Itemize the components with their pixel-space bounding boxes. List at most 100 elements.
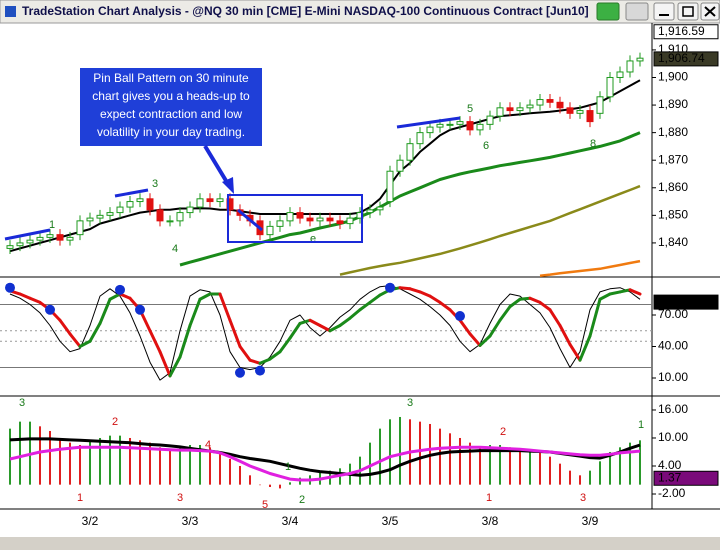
slow-line — [588, 297, 602, 338]
histogram-bar — [559, 463, 561, 485]
maximize-button[interactable] — [677, 2, 699, 21]
slow-line — [268, 350, 282, 361]
candle-body — [276, 220, 284, 227]
histogram-bar — [249, 475, 251, 485]
candle-body — [216, 198, 224, 203]
swing-marker: 2 — [299, 494, 305, 506]
price-label: 1,906.74 — [658, 51, 705, 65]
slow-line — [468, 332, 482, 347]
slow-line — [58, 318, 72, 336]
histogram-bar — [159, 447, 161, 485]
candle-body — [626, 60, 634, 73]
note-arrow — [203, 144, 230, 186]
swing-marker: 3 — [580, 492, 586, 504]
slow-line — [238, 345, 252, 362]
candle-body — [206, 198, 214, 203]
histogram-bar — [19, 421, 21, 485]
slow-line — [528, 296, 542, 304]
x-tick-label: 3/3 — [182, 514, 199, 528]
slow-line — [298, 318, 312, 325]
histogram-bar — [199, 444, 201, 485]
histogram-bar — [229, 458, 231, 485]
slow-line — [358, 300, 372, 312]
histogram-bar — [589, 470, 591, 485]
slow-line — [558, 324, 572, 346]
x-tick-label: 3/5 — [382, 514, 399, 528]
fast-line — [9, 285, 641, 381]
candle-body — [86, 217, 94, 222]
swing-marker: 3 — [19, 397, 25, 409]
slow-line — [548, 308, 562, 328]
histogram-bar — [569, 470, 571, 485]
slow-line — [188, 297, 202, 328]
price-label-box — [653, 294, 719, 310]
histogram-bar — [239, 465, 241, 485]
histogram-bar — [259, 484, 261, 486]
price-label-box — [653, 24, 719, 40]
candle-body — [516, 107, 524, 112]
slow-line — [568, 342, 582, 362]
candle-body — [336, 220, 344, 225]
plot-area: 1,8401,8501,8601,8701,8801,8901,9001,910… — [0, 24, 719, 528]
pattern-box — [227, 194, 363, 243]
note-arrow-head — [222, 177, 234, 194]
title-bar: TradeStation Chart Analysis - @NQ 30 min… — [0, 0, 720, 24]
candle-body — [326, 217, 334, 222]
histogram-bar — [539, 451, 541, 485]
histogram-bar — [639, 440, 641, 485]
slow-line — [328, 324, 342, 333]
histogram-bar — [139, 440, 141, 485]
minimize-button[interactable] — [653, 2, 675, 21]
candle-body — [476, 123, 484, 131]
wave-marker: 1 — [49, 219, 55, 231]
slow-line — [258, 357, 272, 365]
candle-body — [306, 217, 314, 222]
candle-body — [466, 121, 474, 131]
slow-line — [148, 329, 162, 354]
slow-line — [458, 318, 472, 336]
moving-average — [539, 259, 641, 277]
price-label: 1.37 — [658, 470, 682, 484]
histogram-bar — [389, 419, 391, 485]
price-label-box — [653, 470, 719, 486]
y-tick-label: -2.00 — [658, 486, 686, 500]
candle-body — [496, 107, 504, 117]
y-tick-label: 70.00 — [658, 307, 688, 321]
histogram-bar — [79, 444, 81, 485]
trend-line — [396, 116, 461, 129]
wave-marker: 5 — [467, 103, 473, 115]
note-line: volatility in your day trading. — [97, 125, 245, 139]
note-line: expect contraction and low — [100, 107, 242, 121]
swing-marker: 4 — [205, 439, 211, 451]
histogram-bar — [189, 444, 191, 485]
slow-line — [518, 296, 532, 301]
slow-line — [68, 332, 82, 349]
slow-line — [318, 324, 332, 333]
candle-body — [126, 201, 134, 208]
candle-body — [286, 212, 294, 222]
histogram-bar — [59, 437, 61, 485]
candle-body — [16, 242, 24, 247]
slow-line — [98, 297, 112, 325]
y-tick-label: 1,850 — [658, 208, 688, 222]
trend-line — [114, 188, 149, 198]
histogram-bar — [379, 428, 381, 485]
y-tick-label: 10.00 — [658, 430, 688, 444]
swing-marker: 1 — [638, 419, 644, 431]
histogram-bar — [289, 482, 291, 485]
menu-button[interactable] — [625, 2, 649, 21]
histogram-bar — [129, 437, 131, 485]
pattern-line — [237, 208, 263, 232]
slow-line — [228, 318, 242, 349]
candle-body — [616, 71, 624, 78]
histogram-bar — [489, 444, 491, 485]
price-label: 82.29 — [658, 294, 688, 308]
moving-average — [339, 184, 641, 276]
trade-button[interactable] — [596, 2, 620, 21]
slow-line — [338, 316, 352, 328]
swing-marker: 2 — [112, 416, 118, 428]
y-tick-label: 1,890 — [658, 97, 688, 111]
candle-body — [296, 212, 304, 219]
slow-line — [198, 292, 212, 301]
histogram-bar — [99, 437, 101, 485]
